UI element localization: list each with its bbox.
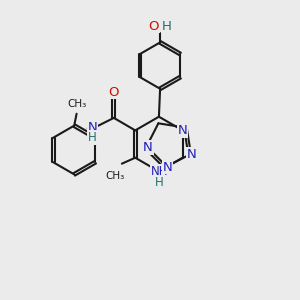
- Text: NH: NH: [151, 165, 168, 178]
- Text: N: N: [88, 121, 97, 134]
- Text: O: O: [109, 85, 119, 98]
- Text: N: N: [163, 160, 172, 173]
- Text: N: N: [178, 124, 188, 137]
- Text: H: H: [155, 176, 164, 189]
- Text: O: O: [148, 20, 159, 33]
- Text: N: N: [187, 148, 196, 161]
- Text: CH₃: CH₃: [106, 171, 125, 181]
- Text: N: N: [143, 141, 153, 154]
- Text: CH₃: CH₃: [67, 99, 86, 109]
- Text: H: H: [88, 131, 97, 144]
- Text: H: H: [162, 20, 172, 33]
